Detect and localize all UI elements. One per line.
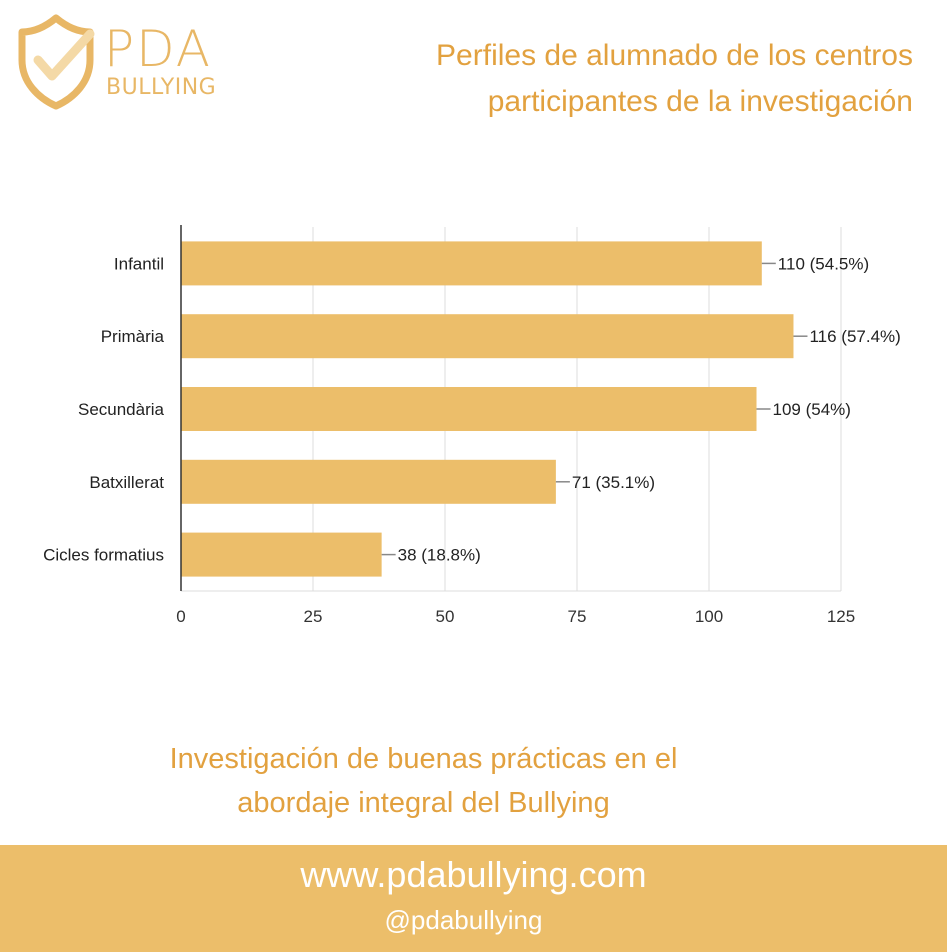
shield-check-icon <box>18 14 95 110</box>
website-link[interactable]: www.pdabullying.com <box>300 854 647 895</box>
bar <box>181 532 382 577</box>
category-label: Primària <box>101 327 165 346</box>
bar <box>181 241 762 286</box>
bar-chart-svg: 0 25 50 75 100 125 Infantil 110 (54.5%) Primària… <box>43 225 901 626</box>
data-label: 116 (57.4%) <box>809 327 900 346</box>
page-title-line-2: participantes de la investigación <box>487 85 913 118</box>
x-tick-label: 50 <box>436 607 455 626</box>
bar <box>181 459 556 504</box>
x-tick-label: 0 <box>176 607 185 626</box>
caption: Investigación de buenas prácticas en el … <box>0 737 947 825</box>
page-title: Perfiles de alumnado de los centros part… <box>353 33 913 125</box>
category-label: Infantil <box>114 254 164 273</box>
footer-bar: www.pdabullying.com @pdabullying <box>0 845 947 952</box>
bar <box>181 387 757 431</box>
caption-line-1: Investigación de buenas prácticas en el <box>169 743 678 775</box>
data-label: 110 (54.5%) <box>778 254 869 273</box>
caption-line-2: abordaje integral del Bullying <box>237 787 610 819</box>
category-label: Cicles formatius <box>43 546 164 565</box>
x-tick-label: 75 <box>568 607 587 626</box>
social-handle[interactable]: @pdabullying <box>384 905 543 935</box>
data-label: 71 (35.1%) <box>572 473 655 492</box>
x-tick-label: 100 <box>695 607 723 626</box>
bar <box>181 314 794 359</box>
category-label: Secundària <box>78 400 165 419</box>
category-label: Batxillerat <box>89 473 164 492</box>
page-title-line-1: Perfiles de alumnado de los centros <box>436 39 913 72</box>
data-label: 38 (18.8%) <box>398 546 481 565</box>
x-tick-label: 125 <box>827 607 855 626</box>
logo-bullying-text: BULLYING <box>106 75 217 100</box>
bar-chart: 0 25 50 75 100 125 Infantil 110 (54.5%) Primària… <box>0 215 947 635</box>
logo-pda-text: PDA <box>104 20 212 78</box>
x-tick-label: 25 <box>304 607 323 626</box>
brand-logo: PDA BULLYING <box>18 14 218 114</box>
data-label: 109 (54%) <box>773 400 851 419</box>
